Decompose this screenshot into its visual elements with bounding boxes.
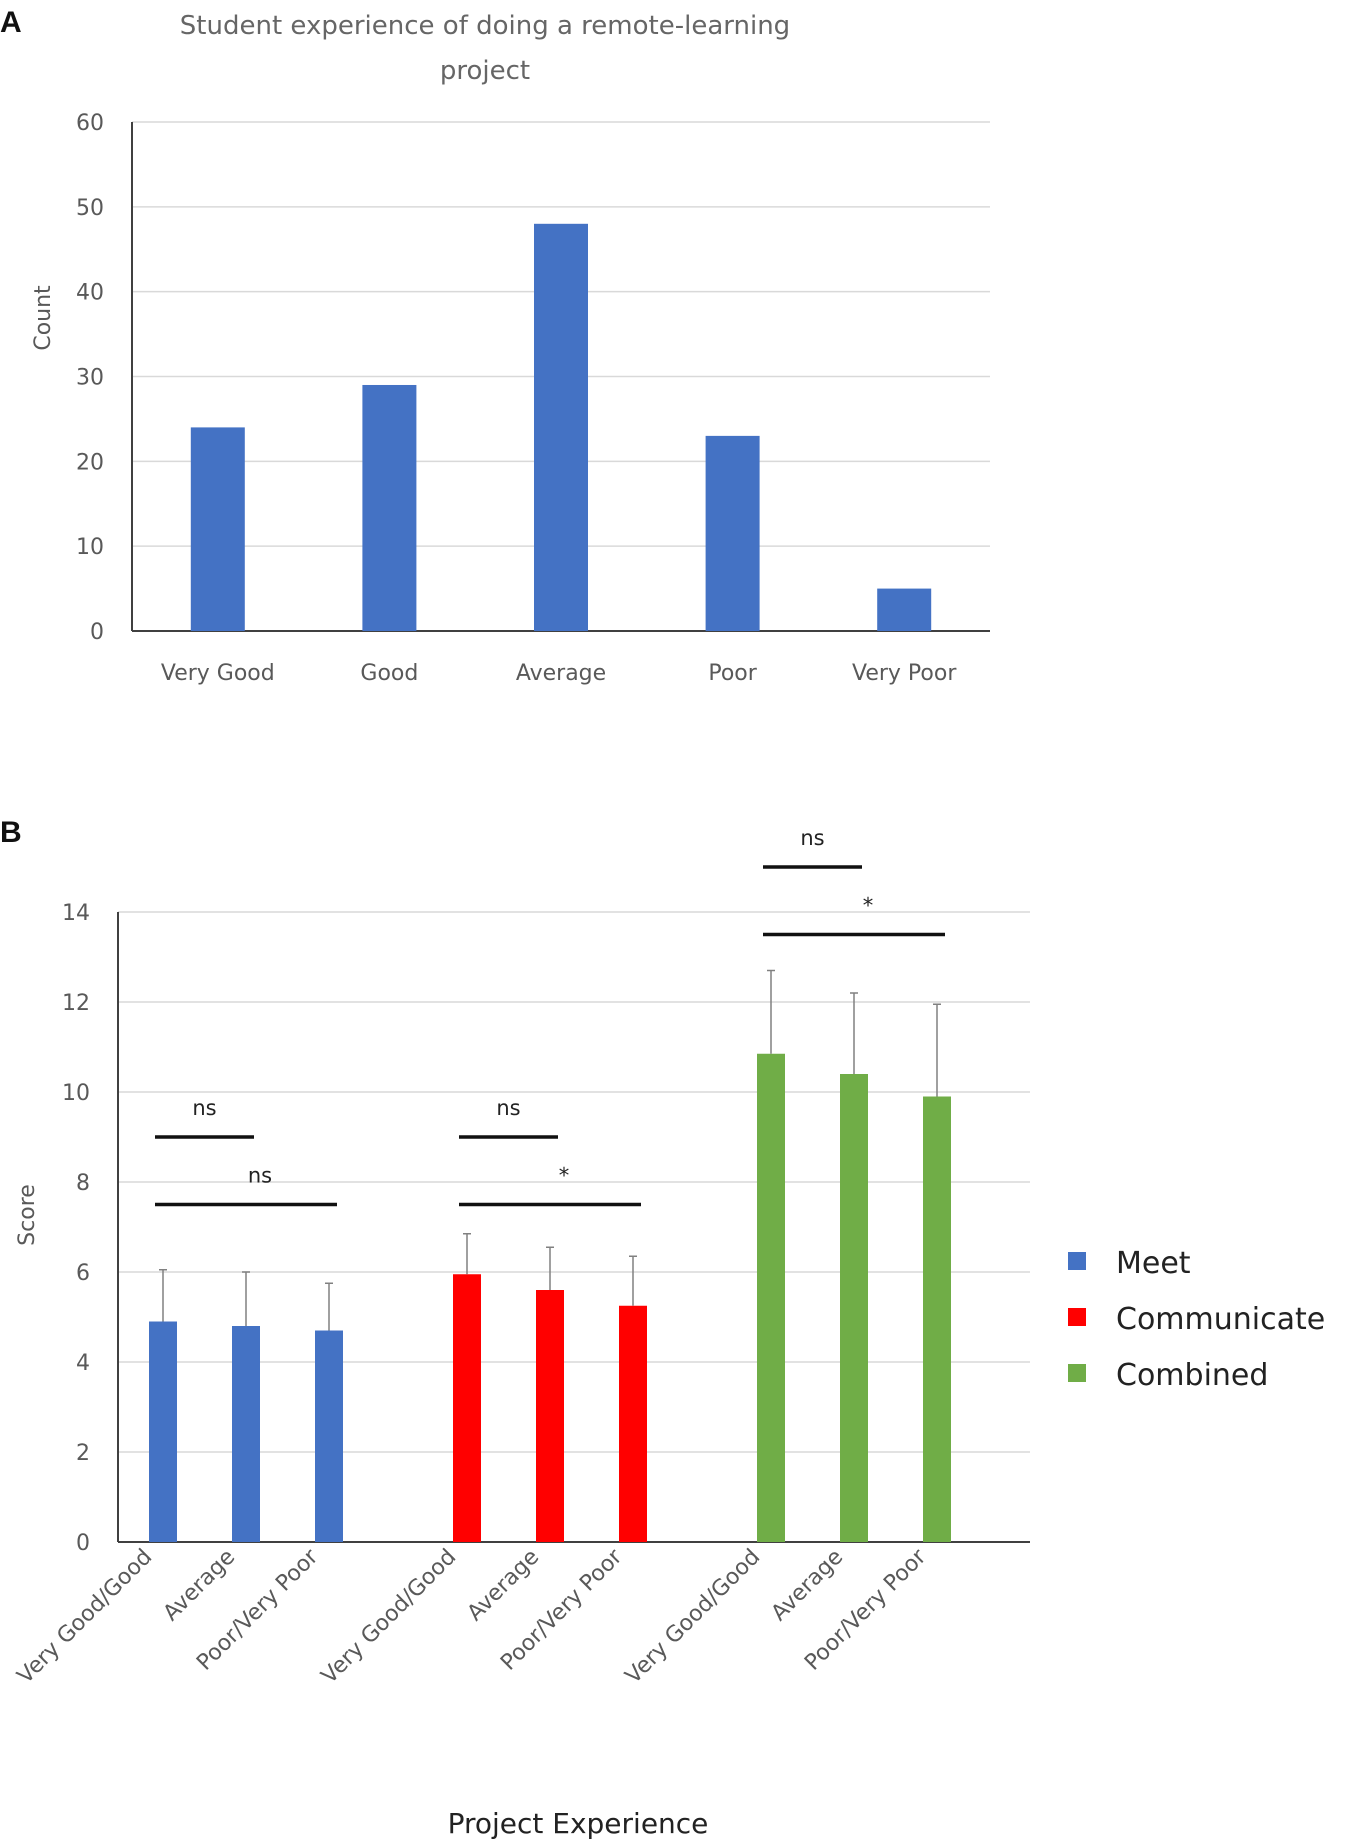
- chart-a-y-tick-label: 20: [76, 450, 104, 475]
- significance-label: ns: [248, 1164, 272, 1188]
- chart-a-bar: [534, 223, 588, 632]
- chart-b-y-tick-label: 8: [76, 1171, 90, 1196]
- chart-a-x-tick-label: Good: [360, 661, 418, 686]
- chart-a-y-tick-label: 30: [76, 366, 104, 391]
- significance-label: ns: [496, 1096, 520, 1120]
- chart-a-bar: [190, 427, 245, 631]
- chart-a-x-tick-label: Average: [516, 661, 606, 686]
- chart-b-y-tick-label: 4: [76, 1351, 90, 1376]
- significance-label: *: [559, 1164, 570, 1188]
- chart-a-bar: [877, 588, 932, 631]
- significance-label: ns: [800, 826, 824, 850]
- chart-b-y-tick-label: 12: [62, 991, 90, 1016]
- chart-a-y-tick-label: 40: [76, 281, 104, 306]
- chart-a-y-axis-title: Count: [31, 285, 56, 351]
- chart-a-x-tick-label: Very Poor: [852, 661, 957, 686]
- chart-a-title-line1: Student experience of doing a remote-lea…: [180, 11, 790, 41]
- chart-a-y-tick-label: 0: [90, 620, 104, 645]
- chart-b-x-tick-label: Average: [463, 1545, 545, 1627]
- bar-combined: [923, 1096, 951, 1542]
- chart-a-y-tick-label: 10: [76, 535, 104, 560]
- chart-b-y-tick-label: 2: [76, 1441, 90, 1466]
- chart-b-legend: Meet Communicate Combined: [1068, 1246, 1325, 1393]
- chart-a-plot-area: 0 10 20 30 40 50 60 Very Good Good Average Poor Ver…: [76, 111, 990, 686]
- chart-a-y-tick-label: 50: [76, 196, 104, 221]
- chart-a-bar: [705, 435, 760, 631]
- bar-combined: [757, 1053, 785, 1542]
- chart-a-x-tick-label: Poor: [708, 661, 757, 686]
- chart-b-x-axis-title: Project Experience: [448, 1807, 709, 1840]
- legend-label-meet: Meet: [1116, 1246, 1191, 1281]
- bar-communicate: [536, 1290, 564, 1542]
- chart-b-x-tick-label: Very Good/Good: [317, 1545, 461, 1689]
- chart-b-y-tick-label: 10: [62, 1081, 90, 1106]
- chart-a-bar: [362, 384, 417, 631]
- chart-b-x-tick-label: Average: [159, 1545, 241, 1627]
- chart-a-y-tick-label: 60: [76, 111, 104, 136]
- chart-b-x-tick-label: Average: [767, 1545, 849, 1627]
- legend-swatch-combined: [1068, 1364, 1086, 1382]
- bar-meet: [149, 1321, 177, 1542]
- significance-label: ns: [192, 1096, 216, 1120]
- legend-label-combined: Combined: [1116, 1358, 1268, 1393]
- legend-swatch-communicate: [1068, 1308, 1086, 1326]
- chart-b-y-tick-label: 14: [62, 901, 90, 926]
- panel-a-letter: A: [0, 6, 22, 39]
- panel-b-letter: B: [0, 816, 22, 849]
- chart-a-x-tick-label: Very Good: [161, 661, 275, 686]
- chart-b-x-tick-label: Very Good/Good: [13, 1545, 157, 1689]
- chart-b-y-axis-title: Score: [15, 1184, 40, 1246]
- chart-a-title-line2: project: [440, 56, 530, 86]
- bar-communicate: [453, 1274, 481, 1542]
- bar-combined: [840, 1074, 868, 1542]
- bar-communicate: [619, 1305, 647, 1542]
- chart-b-x-tick-label: Very Good/Good: [621, 1545, 765, 1689]
- chart-b-y-tick-label: 0: [76, 1531, 90, 1556]
- bar-meet: [232, 1326, 260, 1542]
- legend-swatch-meet: [1068, 1252, 1086, 1270]
- bar-meet: [315, 1330, 343, 1542]
- legend-label-communicate: Communicate: [1116, 1302, 1325, 1337]
- chart-b-y-tick-label: 6: [76, 1261, 90, 1286]
- significance-label: *: [863, 894, 874, 918]
